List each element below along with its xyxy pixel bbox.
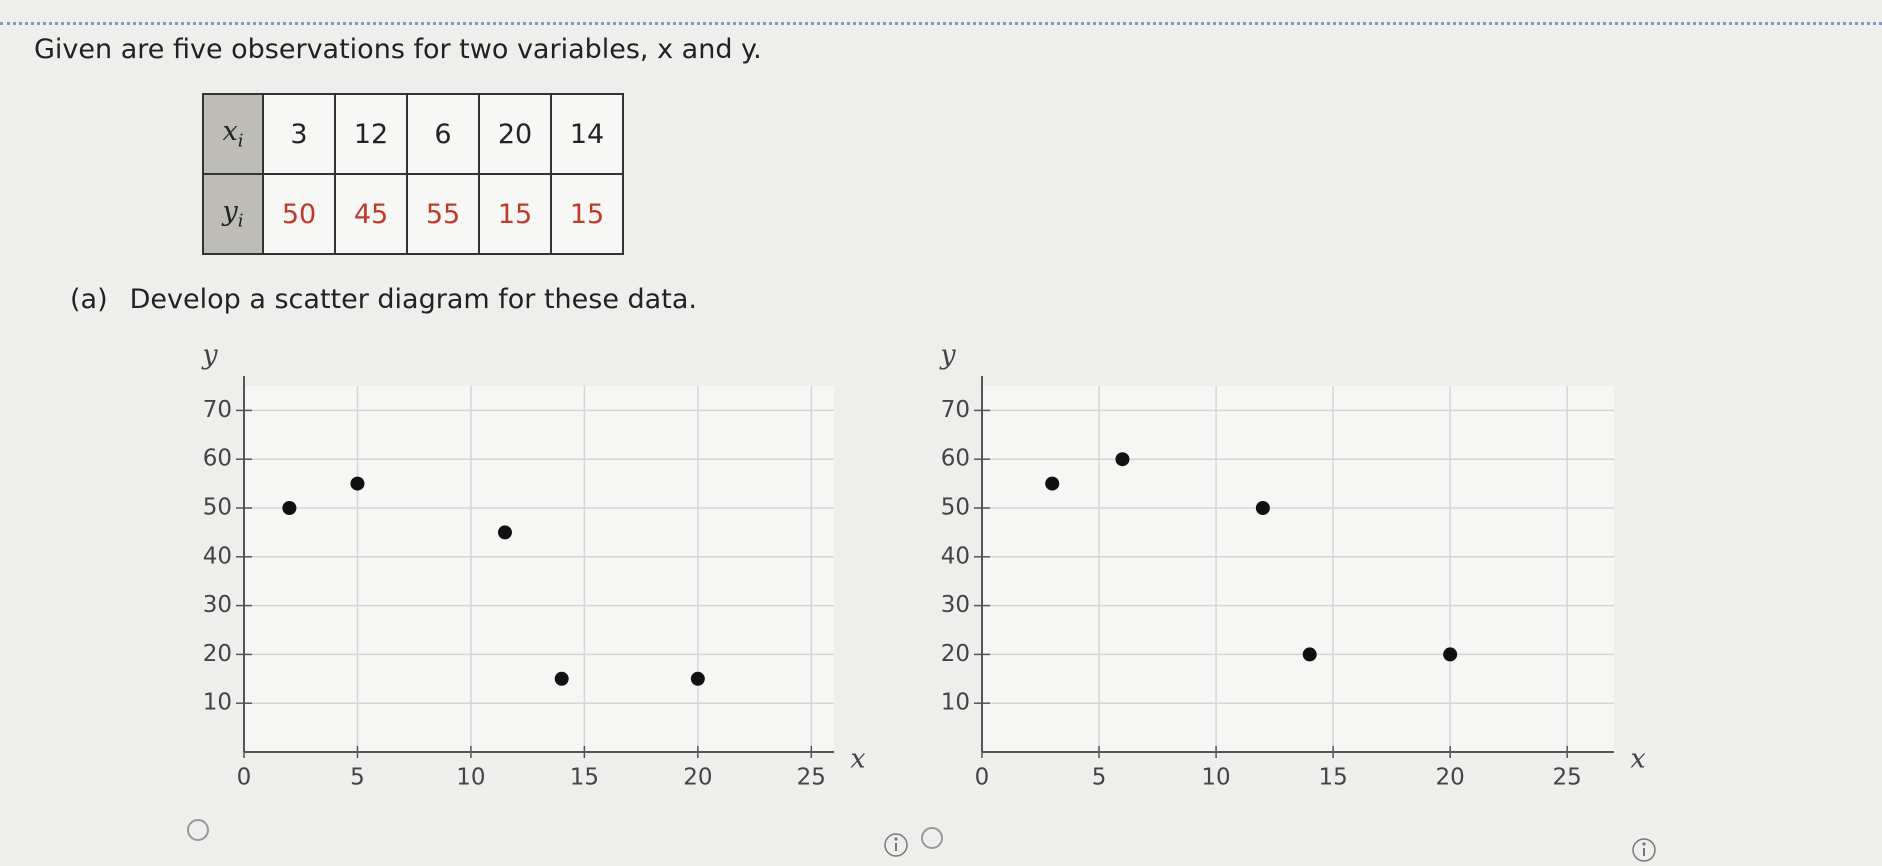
table-cell: 6 [406, 93, 480, 175]
y-tick-label: 10 [941, 690, 970, 716]
header-label: x [222, 116, 238, 148]
header-subscript: i [237, 130, 244, 152]
part-a: (a) Develop a scatter diagram for these d… [70, 284, 719, 315]
y-tick-label: 60 [203, 446, 232, 472]
question: Given are five observations for two vari… [34, 34, 762, 65]
data-point [1302, 647, 1317, 662]
table-cell: 12 [334, 93, 408, 175]
y-tick-label: 20 [941, 641, 970, 667]
row-header: xi [202, 93, 264, 175]
x-tick-label: 15 [570, 765, 599, 791]
part-text: Develop a scatter diagram for these data… [129, 284, 697, 315]
data-point [1115, 452, 1130, 467]
table-cell: 15 [478, 173, 552, 255]
data-point [282, 501, 297, 515]
data-point [690, 671, 705, 686]
y-tick-label: 30 [203, 592, 232, 618]
radio-option[interactable] [921, 827, 943, 849]
row-header: yi [202, 173, 264, 255]
y-tick-label: 70 [203, 397, 232, 423]
data-point [1443, 647, 1458, 662]
y-tick-label: 70 [941, 397, 970, 423]
plot-area [982, 386, 1614, 752]
y-axis-label: y [939, 340, 956, 371]
table-cell: 15 [550, 173, 624, 255]
separator [0, 22, 1882, 25]
info-icon[interactable] [884, 833, 908, 857]
plot-area [244, 386, 834, 752]
header-subscript: i [237, 210, 244, 232]
y-tick-label: 20 [203, 641, 232, 667]
info-icon[interactable] [1632, 838, 1656, 862]
table-cell: 3 [262, 93, 336, 175]
header-label: y [222, 196, 238, 228]
part-label: (a) [70, 284, 108, 315]
data-point [497, 525, 512, 540]
x-tick-label: 10 [456, 765, 485, 791]
x-tick-label: 10 [1201, 765, 1230, 791]
table-cell: 55 [406, 173, 480, 255]
y-tick-label: 40 [941, 543, 970, 569]
scatter-chart: 10 20 30 40 50 60 70 0 5 10 15 20 25 y x [939, 340, 1645, 791]
x-tick-label: 5 [350, 765, 365, 791]
table-cell: 50 [262, 173, 336, 255]
y-tick-label: 40 [203, 543, 232, 569]
x-axis-label: x [1630, 744, 1645, 775]
data-point [350, 476, 365, 491]
table-row: xi 3 12 6 20 14 [202, 93, 624, 175]
scatter-chart: 10 20 30 40 50 60 70 0 5 10 15 20 25 y x [201, 340, 865, 791]
y-tick-label: 10 [203, 690, 232, 716]
x-tick-label: 0 [237, 765, 252, 791]
table-cell: 20 [478, 93, 552, 175]
y-tick-label: 30 [941, 592, 970, 618]
x-tick-label: 25 [797, 765, 826, 791]
x-tick-label: 15 [1318, 765, 1347, 791]
y-tick-label: 60 [941, 446, 970, 472]
x-tick-label: 20 [1436, 765, 1465, 791]
y-tick-label: 50 [203, 495, 232, 521]
y-tick-label: 50 [941, 495, 970, 521]
table-row: yi 50 45 55 15 15 [202, 173, 624, 255]
data-point [1045, 476, 1060, 491]
x-tick-label: 20 [683, 765, 712, 791]
y-axis-label: y [201, 340, 218, 371]
data-point [1255, 501, 1270, 515]
data-table: xi 3 12 6 20 14 yi 50 45 55 15 15 [202, 93, 624, 255]
radio-option[interactable] [187, 819, 209, 841]
x-tick-label: 5 [1092, 765, 1107, 791]
table-cell: 45 [334, 173, 408, 255]
x-tick-label: 25 [1553, 765, 1582, 791]
table-cell: 14 [550, 93, 624, 175]
x-axis-label: x [850, 744, 865, 775]
data-point [554, 671, 569, 686]
x-tick-label: 0 [975, 765, 990, 791]
